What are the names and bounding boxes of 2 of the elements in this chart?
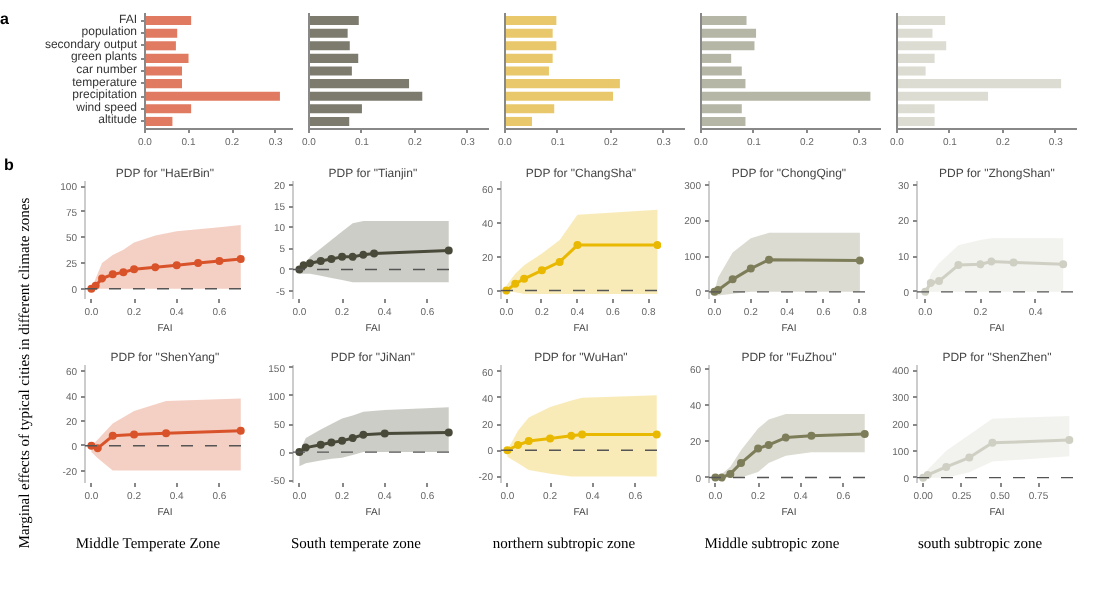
text: a	[0, 10, 9, 28]
text: b	[4, 156, 14, 174]
